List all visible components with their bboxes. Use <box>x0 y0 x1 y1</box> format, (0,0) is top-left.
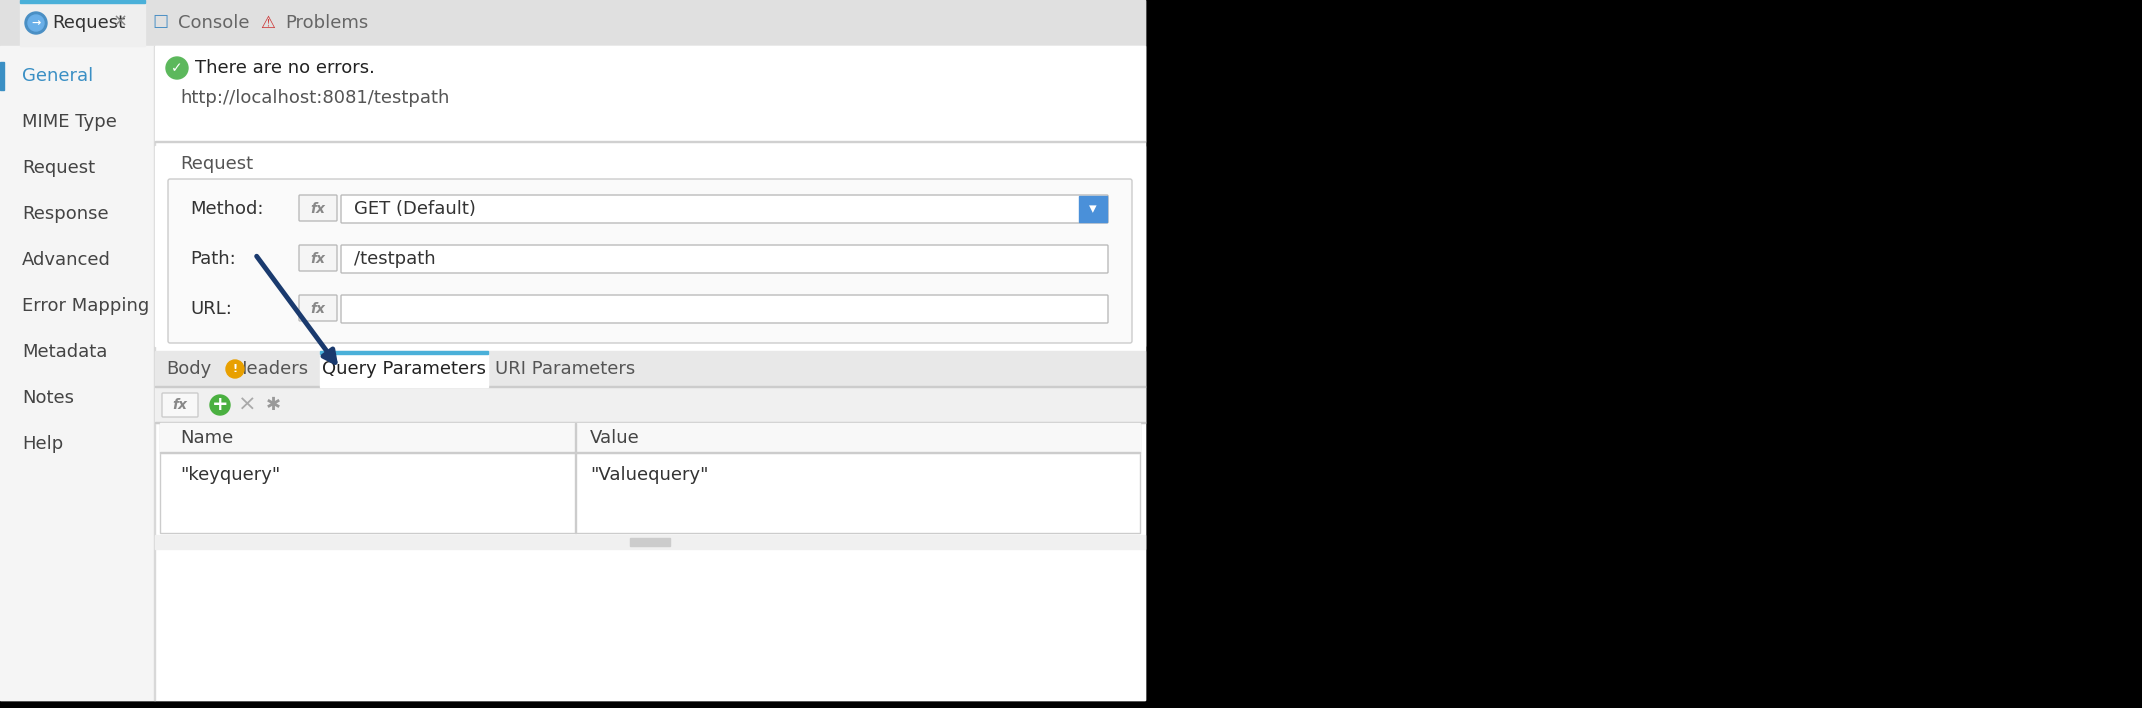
Circle shape <box>28 15 45 31</box>
Bar <box>154 146 1146 346</box>
Text: ×: × <box>238 395 257 415</box>
Text: ☐: ☐ <box>152 14 167 32</box>
FancyBboxPatch shape <box>341 245 1107 273</box>
Text: fx: fx <box>174 398 188 412</box>
Text: Response: Response <box>21 205 109 223</box>
Text: Console: Console <box>178 14 248 32</box>
Bar <box>154 141 1146 142</box>
Bar <box>1080 196 1107 222</box>
Bar <box>154 46 1146 700</box>
FancyBboxPatch shape <box>300 295 336 321</box>
Text: Path:: Path: <box>191 250 236 268</box>
Circle shape <box>210 395 229 415</box>
Text: →: → <box>32 18 41 28</box>
Text: Error Mapping: Error Mapping <box>21 297 150 315</box>
FancyBboxPatch shape <box>300 195 336 221</box>
Text: Help: Help <box>21 435 64 453</box>
Bar <box>630 538 670 546</box>
Text: URI Parameters: URI Parameters <box>495 360 636 378</box>
Text: ✱: ✱ <box>266 396 281 414</box>
FancyBboxPatch shape <box>341 295 1107 323</box>
Bar <box>161 423 1140 453</box>
Text: Value: Value <box>589 429 640 447</box>
Text: MIME Type: MIME Type <box>21 113 118 131</box>
Text: Name: Name <box>180 429 233 447</box>
Bar <box>154 386 1146 387</box>
Circle shape <box>26 12 47 34</box>
Text: ×: × <box>111 13 129 31</box>
Text: fx: fx <box>311 302 326 316</box>
Text: /testpath: /testpath <box>353 250 435 268</box>
Text: Notes: Notes <box>21 389 75 407</box>
Circle shape <box>165 57 188 79</box>
Text: fx: fx <box>311 202 326 216</box>
Text: Method:: Method: <box>191 200 263 218</box>
Text: +: + <box>212 396 229 414</box>
Text: "Valuequery": "Valuequery" <box>589 466 709 484</box>
Text: Problems: Problems <box>285 14 368 32</box>
Bar <box>319 351 488 387</box>
Text: GET (Default): GET (Default) <box>353 200 476 218</box>
Text: Request: Request <box>51 14 124 32</box>
Text: "keyquery": "keyquery" <box>180 466 281 484</box>
Text: fx: fx <box>311 252 326 266</box>
Bar <box>19 3 146 46</box>
Text: Body: Body <box>167 360 212 378</box>
FancyBboxPatch shape <box>167 179 1131 343</box>
Bar <box>154 387 1146 423</box>
Text: Advanced: Advanced <box>21 251 111 269</box>
FancyBboxPatch shape <box>161 423 1140 533</box>
Bar <box>0 62 4 90</box>
FancyBboxPatch shape <box>341 195 1107 223</box>
Bar <box>154 46 1146 141</box>
Bar <box>161 452 1140 453</box>
Text: General: General <box>21 67 94 85</box>
Text: !: ! <box>233 364 238 374</box>
Text: ✓: ✓ <box>171 61 182 75</box>
Bar <box>154 351 1146 387</box>
Bar <box>154 422 1146 423</box>
Text: Metadata: Metadata <box>21 343 107 361</box>
Text: Query Parameters: Query Parameters <box>321 360 486 378</box>
Bar <box>319 351 488 354</box>
Circle shape <box>227 360 244 378</box>
Bar <box>0 0 1146 46</box>
Bar <box>0 46 154 700</box>
FancyBboxPatch shape <box>163 393 197 417</box>
Text: http://localhost:8081/testpath: http://localhost:8081/testpath <box>180 89 450 107</box>
Text: ⚠: ⚠ <box>261 14 276 32</box>
Text: Request: Request <box>180 155 253 173</box>
FancyBboxPatch shape <box>300 245 336 271</box>
Text: There are no errors.: There are no errors. <box>195 59 375 77</box>
Bar <box>19 0 146 3</box>
Text: Headers: Headers <box>233 360 308 378</box>
Bar <box>0 0 1146 700</box>
Text: Request: Request <box>21 159 94 177</box>
Text: ▾: ▾ <box>1088 202 1097 217</box>
Text: URL:: URL: <box>191 300 231 318</box>
Bar <box>154 535 1146 549</box>
